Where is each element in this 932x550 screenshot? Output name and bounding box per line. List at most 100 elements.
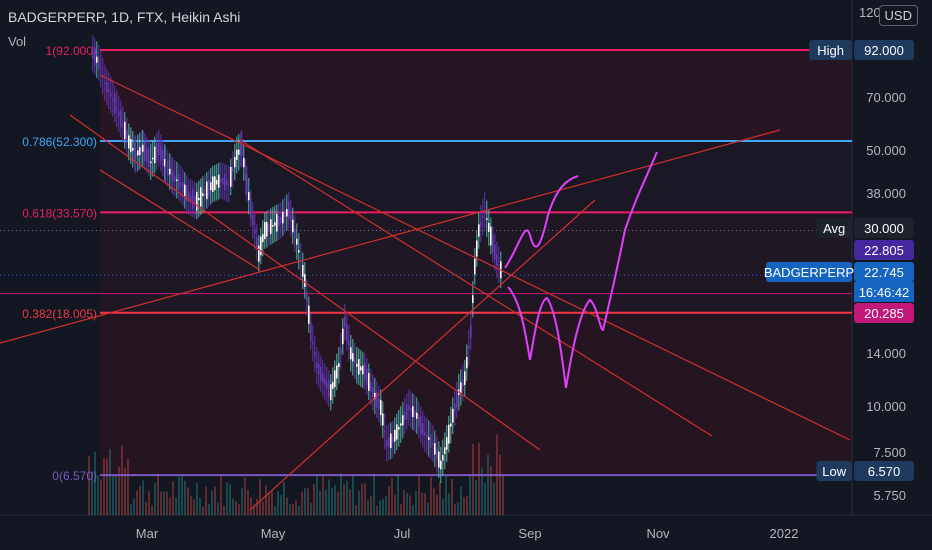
- candle-body: [366, 368, 368, 385]
- candle-body: [96, 56, 98, 63]
- volume-bar: [160, 491, 162, 515]
- price-badge-bg: [854, 218, 914, 238]
- volume-bar: [487, 454, 489, 515]
- volume-bar: [466, 495, 468, 515]
- volume-bar: [394, 494, 396, 515]
- candle-body: [182, 181, 184, 193]
- candle-body: [358, 359, 360, 375]
- candle-body: [390, 433, 392, 449]
- candle-body: [160, 145, 162, 161]
- candle-body: [386, 440, 388, 447]
- candle-body: [298, 250, 300, 253]
- volume-bar: [91, 471, 93, 515]
- candle-body: [248, 192, 250, 201]
- candle-body: [184, 184, 186, 197]
- volume-bar: [298, 505, 300, 515]
- volume-bar: [502, 475, 504, 515]
- candle-body: [388, 437, 390, 447]
- candle-body: [328, 380, 330, 398]
- chart-title: BADGERPERP, 1D, FTX, Heikin Ashi: [8, 9, 241, 25]
- volume-bar: [469, 474, 471, 515]
- candle-body: [118, 111, 120, 117]
- volume-bar: [415, 491, 417, 515]
- volume-bar: [445, 475, 447, 515]
- price-badge-value: 20.285: [864, 306, 904, 321]
- price-badge-bg: [854, 240, 914, 260]
- volume-bar: [211, 491, 213, 515]
- volume-bar: [337, 491, 339, 515]
- candle-body: [272, 225, 274, 227]
- candle-body: [171, 174, 173, 176]
- candle-body: [346, 323, 348, 342]
- candle-body: [418, 414, 420, 426]
- candle-body: [486, 218, 488, 220]
- candle-body: [398, 426, 400, 430]
- candle-body: [466, 357, 468, 369]
- candle-body: [482, 216, 484, 219]
- candle-body: [332, 382, 334, 389]
- candle-body: [139, 147, 141, 155]
- candle-body: [114, 93, 116, 114]
- candle-body: [252, 214, 254, 226]
- candle-body: [132, 147, 134, 151]
- candle-body: [476, 240, 478, 257]
- volume-bar: [94, 451, 96, 515]
- volume-bar: [256, 498, 258, 515]
- candle-body: [158, 141, 160, 156]
- volume-bar: [451, 478, 453, 515]
- volume-bar: [379, 500, 381, 515]
- volume-bar: [433, 488, 435, 515]
- candle-body: [198, 197, 200, 201]
- candle-body: [262, 234, 264, 243]
- price-badge-value: 22.745: [864, 265, 904, 280]
- volume-bar: [169, 497, 171, 515]
- projection-path: [507, 151, 658, 389]
- candle-body: [322, 373, 324, 383]
- price-badge-countdown: 16:46:42: [859, 285, 910, 300]
- volume-bar: [484, 483, 486, 515]
- volume-bar: [340, 472, 342, 515]
- candle-body: [260, 236, 262, 256]
- volume-bar: [307, 488, 309, 515]
- volume-bar: [322, 475, 324, 515]
- volume-bar: [103, 458, 105, 515]
- volume-bar: [439, 481, 441, 515]
- candle-body: [372, 386, 374, 398]
- price-badge-name-bg: [809, 40, 852, 60]
- volume-bar: [430, 477, 432, 515]
- volume-bar: [244, 477, 246, 515]
- volume-bar: [241, 488, 243, 515]
- candle-body: [292, 219, 294, 233]
- price-badge-bg: [854, 40, 914, 60]
- volume-bar: [367, 499, 369, 515]
- candle-body: [452, 408, 454, 423]
- candle-body: [286, 209, 288, 217]
- candle-body: [380, 399, 382, 416]
- candle-body: [120, 110, 122, 128]
- candle-body: [342, 328, 344, 345]
- candle-body: [374, 392, 376, 400]
- candle-body: [422, 423, 424, 436]
- candle-body: [270, 219, 272, 234]
- volume-bar: [223, 506, 225, 515]
- candle-body: [294, 228, 296, 239]
- candle-body: [134, 143, 136, 163]
- volume-bar: [277, 491, 279, 515]
- volume-bar: [355, 505, 357, 515]
- candle-body: [334, 370, 336, 388]
- candle-body: [364, 362, 366, 381]
- candle-body: [414, 410, 416, 417]
- candle-body: [146, 147, 148, 163]
- candle-body: [444, 447, 446, 455]
- candle-body: [141, 147, 143, 152]
- candle-body: [256, 237, 258, 248]
- fib-level-label: 1(92.000): [46, 44, 97, 58]
- fib-band: [100, 50, 852, 141]
- currency-button[interactable]: USD: [878, 5, 918, 26]
- candle-body: [188, 191, 190, 202]
- candle-body: [468, 345, 470, 349]
- candles: [92, 35, 502, 484]
- candle-body: [480, 221, 482, 227]
- y-tick-label: 38.000: [866, 186, 906, 201]
